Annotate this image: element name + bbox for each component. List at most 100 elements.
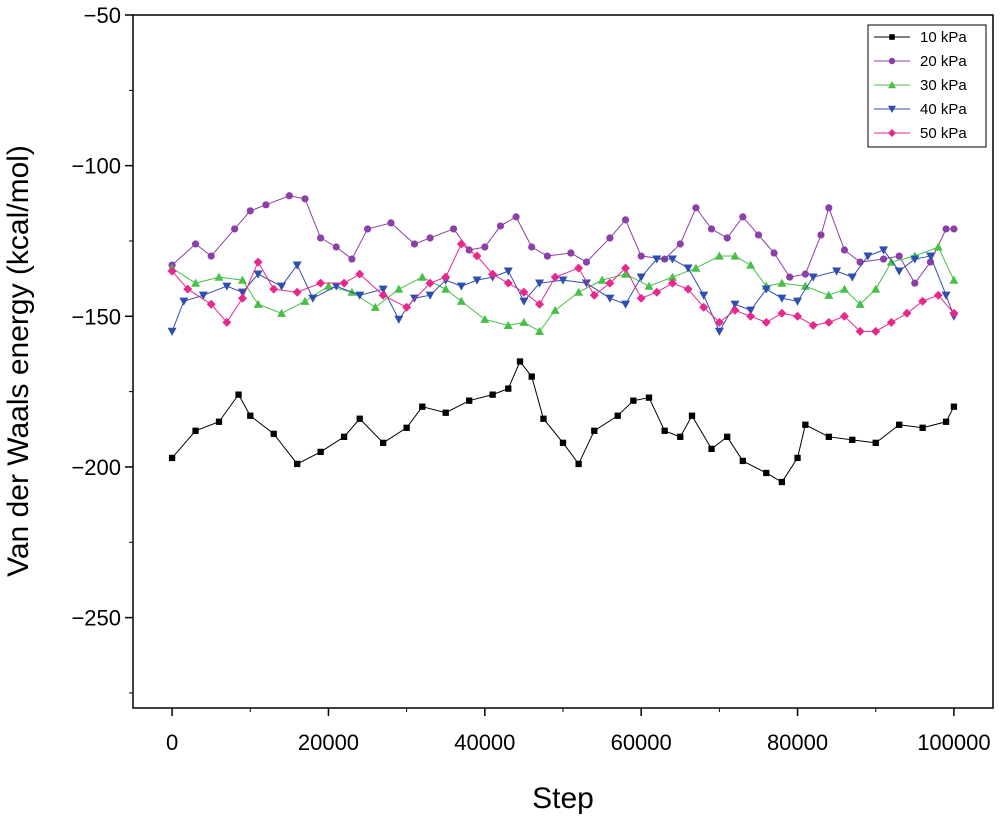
- data-point: [574, 287, 584, 296]
- series-10-kpa: [168, 358, 958, 486]
- data-point: [777, 278, 787, 287]
- data-point: [253, 257, 263, 267]
- data-point: [519, 297, 529, 306]
- data-point: [449, 225, 458, 233]
- data-point: [363, 225, 372, 233]
- data-point: [567, 249, 575, 257]
- data-point: [277, 308, 287, 317]
- data-point: [535, 279, 545, 288]
- data-point: [300, 296, 310, 305]
- data-point: [441, 284, 451, 293]
- data-point: [207, 252, 215, 260]
- data-point: [739, 457, 746, 465]
- data-point: [340, 433, 348, 440]
- data-point: [855, 299, 865, 308]
- data-point: [441, 272, 451, 282]
- data-point: [855, 326, 865, 336]
- data-point: [793, 311, 803, 321]
- data-point: [808, 273, 818, 282]
- data-point: [777, 294, 787, 303]
- data-point: [191, 240, 200, 248]
- data-point: [770, 249, 778, 257]
- data-point: [605, 278, 615, 288]
- y-tick-label: −100: [71, 154, 121, 179]
- data-point: [575, 460, 582, 468]
- data-point: [191, 278, 201, 287]
- data-point: [817, 231, 825, 239]
- data-point: [237, 293, 247, 303]
- data-point: [540, 415, 547, 422]
- data-point: [425, 278, 435, 288]
- data-point: [667, 255, 677, 264]
- data-point: [637, 252, 645, 260]
- data-point: [222, 282, 232, 291]
- data-point: [746, 306, 756, 315]
- data-point: [911, 279, 919, 287]
- data-point: [425, 291, 435, 300]
- data-point: [597, 275, 607, 284]
- data-point: [730, 251, 740, 260]
- data-point: [323, 281, 333, 290]
- y-tick-label: −50: [84, 3, 121, 28]
- data-point: [777, 308, 787, 318]
- series-line: [171, 246, 955, 333]
- data-point: [605, 294, 615, 303]
- data-point: [179, 297, 189, 306]
- legend-label: 20 kPa: [920, 53, 967, 70]
- data-point: [456, 239, 466, 249]
- data-point: [746, 311, 756, 321]
- data-point: [183, 284, 193, 294]
- data-point: [581, 279, 591, 288]
- data-point: [661, 427, 668, 434]
- data-point: [910, 255, 920, 264]
- data-point: [942, 225, 950, 233]
- series-20-kpa: [168, 192, 958, 287]
- data-point: [699, 291, 709, 300]
- data-point: [528, 243, 536, 251]
- data-point: [941, 291, 951, 300]
- data-point: [192, 427, 199, 434]
- data-point: [761, 285, 771, 294]
- data-point: [621, 216, 630, 224]
- data-point: [919, 424, 926, 431]
- data-point: [516, 358, 524, 365]
- data-point: [237, 275, 247, 284]
- data-point: [688, 412, 696, 419]
- data-point: [950, 403, 958, 410]
- legend: 10 kPa 20 kPa 30 kPa 40 kPa 50 kPa: [867, 24, 987, 148]
- data-point: [472, 276, 482, 285]
- data-point: [317, 448, 324, 456]
- data-point: [301, 195, 309, 203]
- data-point: [269, 284, 279, 294]
- data-point: [355, 291, 365, 300]
- data-point: [621, 300, 631, 309]
- legend-marker: [888, 129, 896, 137]
- data-point: [237, 288, 247, 297]
- data-point: [348, 255, 356, 263]
- data-point: [872, 439, 879, 447]
- data-point: [294, 460, 301, 468]
- data-point: [519, 317, 529, 326]
- legend-label: 30 kPa: [920, 77, 967, 94]
- data-point: [849, 436, 856, 443]
- data-point: [168, 454, 176, 462]
- data-point: [667, 272, 677, 281]
- data-point: [370, 302, 380, 311]
- data-point: [949, 308, 959, 318]
- data-point: [378, 290, 388, 300]
- y-tick-label: −250: [71, 606, 121, 631]
- data-point: [839, 284, 849, 293]
- data-point: [724, 433, 731, 440]
- series-layer: [167, 192, 959, 486]
- data-point: [222, 317, 232, 327]
- data-point: [606, 234, 614, 242]
- data-point: [198, 291, 208, 300]
- data-point: [871, 284, 881, 293]
- data-point: [456, 296, 466, 305]
- data-point: [863, 252, 873, 261]
- data-point: [692, 204, 700, 212]
- y-tick-label: −200: [71, 455, 121, 480]
- data-point: [644, 281, 654, 290]
- data-point: [214, 272, 224, 281]
